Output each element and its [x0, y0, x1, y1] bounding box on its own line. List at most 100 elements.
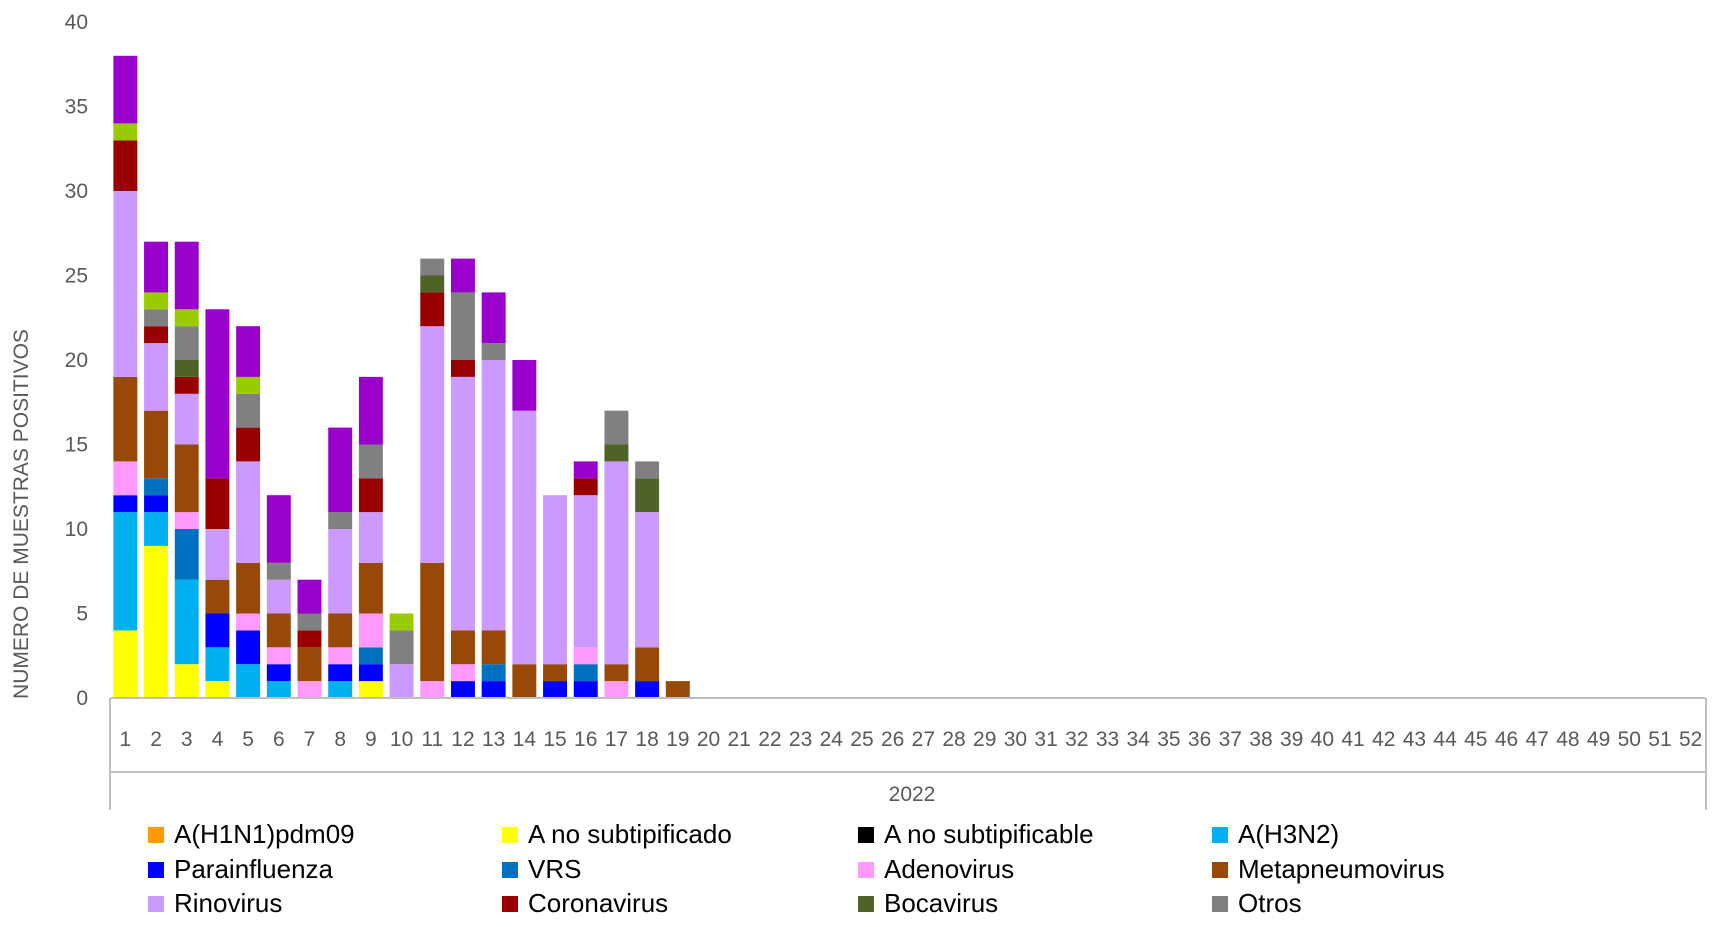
y-tick-label: 15 — [65, 434, 88, 457]
bar-segment — [236, 427, 261, 462]
bar-segment — [144, 545, 169, 698]
x-tick-label: 39 — [1280, 728, 1303, 751]
bar-segment — [205, 579, 230, 614]
bar-segment — [205, 613, 230, 648]
legend-label: Rinovirus — [174, 888, 282, 918]
bar-segment — [236, 664, 261, 698]
bar-segment — [328, 427, 353, 513]
bar-segment — [328, 681, 353, 698]
bar-segment — [144, 343, 169, 411]
x-axis-frame — [109, 697, 1707, 810]
x-tick-label: 7 — [304, 728, 316, 751]
y-axis-ticks: 0 5 10 15 20 25 30 35 40 — [65, 11, 88, 710]
bar-segment — [328, 664, 353, 682]
bar-segment — [635, 681, 660, 698]
bar-segment — [174, 529, 199, 580]
bar-segment — [174, 241, 199, 310]
bar-segment — [450, 360, 475, 377]
bar-segment — [328, 529, 353, 614]
bar-segment — [113, 140, 138, 191]
bar-segment — [420, 562, 445, 682]
bar-segment — [420, 275, 445, 293]
x-tick-label: 27 — [912, 728, 935, 751]
bar-segment — [297, 579, 322, 614]
legend-label: Otros — [1238, 888, 1302, 918]
x-tick-label: 21 — [728, 728, 751, 751]
bar-segment — [543, 495, 568, 665]
bar-segment — [113, 376, 138, 462]
x-tick-label: 19 — [666, 728, 689, 751]
bar-segment — [358, 664, 383, 682]
bar-segment — [113, 512, 138, 631]
bar-segment — [573, 664, 598, 682]
bar-segment — [450, 664, 475, 682]
x-tick-label: 26 — [881, 728, 904, 751]
bar-segment — [420, 292, 445, 327]
bar-segment — [174, 444, 199, 513]
bar-segment — [113, 55, 138, 124]
bar-segment — [174, 512, 199, 529]
legend-label: Metapneumovirus — [1238, 854, 1445, 884]
x-tick-label: 46 — [1495, 728, 1518, 751]
y-tick-label: 0 — [76, 687, 88, 710]
x-tick-label: 35 — [1157, 728, 1180, 751]
bar-segment — [604, 681, 629, 698]
x-tick-label: 47 — [1526, 728, 1549, 751]
bar-segment — [358, 478, 383, 513]
bar-segment — [205, 529, 230, 580]
bar-segment — [358, 613, 383, 648]
bar-segment — [113, 461, 138, 496]
bar-segment — [481, 664, 506, 682]
bar-segment — [389, 630, 414, 665]
legend-label: Adenovirus — [884, 854, 1014, 884]
bar-segment — [236, 376, 261, 394]
bar-segment — [144, 478, 169, 496]
bar-segment — [297, 681, 322, 698]
bar-segment — [481, 630, 506, 665]
x-tick-label: 44 — [1433, 728, 1457, 751]
y-tick-label: 25 — [65, 265, 88, 288]
x-tick-label: 25 — [850, 728, 873, 751]
bar-segment — [205, 647, 230, 682]
legend-swatch — [1212, 862, 1228, 878]
x-axis-group-label: 2022 — [889, 783, 936, 806]
bar-segment — [358, 512, 383, 563]
bar-segment — [236, 613, 261, 631]
legend-swatch — [148, 827, 164, 843]
x-tick-label: 10 — [390, 728, 413, 751]
bar-segment — [573, 681, 598, 698]
x-tick-label: 1 — [120, 728, 132, 751]
bar-segment — [543, 681, 568, 698]
bar-segment — [635, 512, 660, 648]
bar-segment — [266, 681, 291, 698]
bar-segment — [144, 241, 169, 293]
legend-swatch — [502, 896, 518, 912]
bar-segment — [450, 376, 475, 631]
bar-segment — [512, 664, 537, 698]
bar-segment — [573, 647, 598, 665]
x-tick-label: 31 — [1034, 728, 1057, 751]
bar-segment — [113, 123, 138, 141]
bar-segment — [236, 562, 261, 614]
bar-segment — [113, 630, 138, 698]
bar-segment — [266, 562, 291, 580]
x-tick-label: 13 — [482, 728, 505, 751]
bar-segment — [358, 681, 383, 698]
x-tick-label: 49 — [1587, 728, 1610, 751]
x-tick-label: 50 — [1618, 728, 1641, 751]
x-tick-label: 28 — [942, 728, 965, 751]
bar-segment — [604, 410, 629, 445]
x-tick-label: 23 — [789, 728, 812, 751]
x-tick-label: 38 — [1249, 728, 1272, 751]
bar-segment — [481, 360, 506, 631]
bar-segment — [328, 647, 353, 665]
bar-segment — [205, 309, 230, 479]
bar-segment — [297, 647, 322, 682]
bars — [113, 55, 690, 698]
bar-segment — [144, 512, 169, 546]
bar-segment — [328, 613, 353, 648]
bar-segment — [174, 376, 199, 394]
x-tick-label: 42 — [1372, 728, 1395, 751]
bar-segment — [328, 512, 353, 529]
